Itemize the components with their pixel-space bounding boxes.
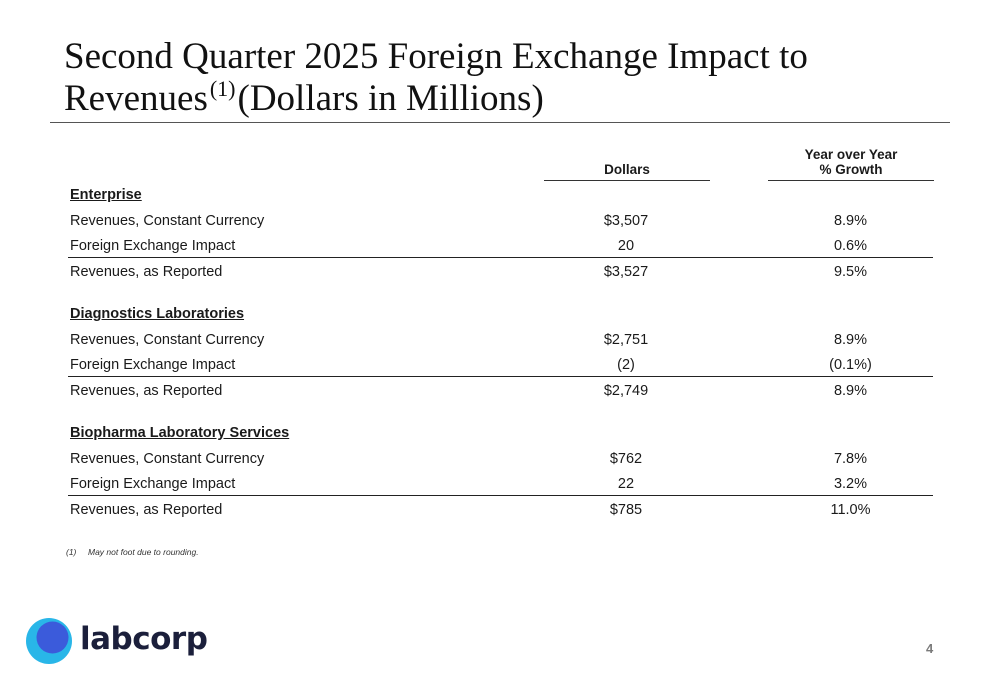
- title-line-2: Revenues(1)(Dollars in Millions): [64, 78, 944, 120]
- row-growth: 0.6%: [833, 238, 868, 254]
- row-growth: 8.9%: [833, 213, 868, 229]
- total-divider: [68, 376, 933, 377]
- footnote-number: (1): [66, 547, 77, 557]
- column-rule-dollars: [544, 180, 710, 181]
- column-header-dollars: Dollars: [604, 162, 650, 177]
- row-dollars: $785: [609, 502, 643, 518]
- table-row: Revenues, as Reported $785 11.0%: [68, 499, 933, 521]
- labcorp-logo: labcorp: [26, 618, 216, 664]
- row-label: Revenues, as Reported: [70, 264, 223, 280]
- row-label: Revenues, Constant Currency: [70, 451, 265, 467]
- slide-title: Second Quarter 2025 Foreign Exchange Imp…: [64, 36, 944, 120]
- column-header-growth-line-1: Year over Year: [804, 147, 898, 162]
- row-dollars: 20: [617, 238, 635, 254]
- row-label: Revenues, as Reported: [70, 502, 223, 518]
- table-row: Revenues, Constant Currency $3,507 8.9%: [68, 210, 933, 232]
- row-dollars: $2,749: [603, 383, 649, 399]
- footnote: (1) May not foot due to rounding.: [66, 547, 199, 557]
- row-growth: 11.0%: [830, 502, 871, 518]
- column-header-growth-line-2: % Growth: [819, 162, 883, 177]
- column-header-growth: Year over Year % Growth: [768, 147, 934, 177]
- table-row: Foreign Exchange Impact (2) (0.1%): [68, 354, 933, 376]
- labcorp-logo-mark-icon: [26, 618, 72, 664]
- table-row: Revenues, Constant Currency $762 7.8%: [68, 448, 933, 470]
- row-growth: 7.8%: [833, 451, 868, 467]
- table-row: Revenues, as Reported $2,749 8.9%: [68, 380, 933, 402]
- row-dollars: $3,527: [603, 264, 649, 280]
- row-label: Revenues, Constant Currency: [70, 213, 265, 229]
- footnote-text: May not foot due to rounding.: [88, 547, 199, 557]
- title-divider: [50, 122, 950, 123]
- row-label: Revenues, Constant Currency: [70, 332, 265, 348]
- row-growth: 9.5%: [833, 264, 868, 280]
- title-line-2-start: Revenues: [64, 78, 208, 119]
- title-line-1: Second Quarter 2025 Foreign Exchange Imp…: [64, 36, 808, 77]
- row-growth: 8.9%: [833, 383, 868, 399]
- table-row: Revenues, Constant Currency $2,751 8.9%: [68, 329, 933, 351]
- section-header-enterprise: Enterprise: [70, 187, 142, 203]
- row-dollars: 22: [617, 476, 635, 492]
- row-growth: (0.1%): [829, 357, 872, 373]
- page-number: 4: [926, 641, 934, 656]
- table-row: Revenues, as Reported $3,527 9.5%: [68, 261, 933, 283]
- logo-wordmark: labcorp: [80, 621, 208, 657]
- row-dollars: $3,507: [603, 213, 649, 229]
- total-divider: [68, 257, 933, 258]
- row-label: Revenues, as Reported: [70, 383, 223, 399]
- total-divider: [68, 495, 933, 496]
- row-growth: 8.9%: [833, 332, 868, 348]
- section-header-diagnostics: Diagnostics Laboratories: [70, 306, 245, 322]
- row-label: Foreign Exchange Impact: [70, 476, 236, 492]
- table-row: Foreign Exchange Impact 20 0.6%: [68, 235, 933, 257]
- column-rule-growth: [768, 180, 934, 181]
- title-footnote-marker: (1): [209, 76, 236, 101]
- section-header-biopharma: Biopharma Laboratory Services: [70, 425, 290, 441]
- row-dollars: (2): [617, 357, 635, 373]
- row-label: Foreign Exchange Impact: [70, 238, 236, 254]
- row-dollars: $2,751: [603, 332, 649, 348]
- table-row: Foreign Exchange Impact 22 3.2%: [68, 473, 933, 495]
- title-line-2-end: (Dollars in Millions): [237, 78, 544, 119]
- row-growth: 3.2%: [833, 476, 868, 492]
- row-dollars: $762: [609, 451, 643, 467]
- row-label: Foreign Exchange Impact: [70, 357, 236, 373]
